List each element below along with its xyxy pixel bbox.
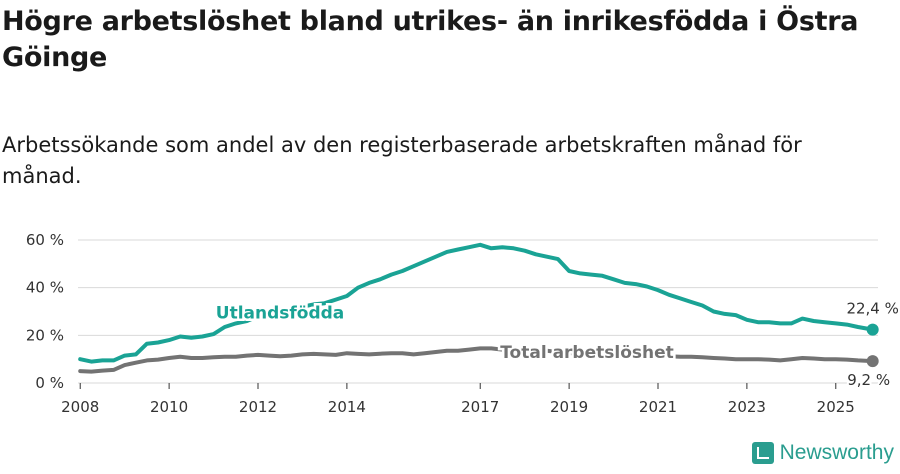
brand-name: Newsworthy: [779, 441, 894, 464]
newsworthy-logo: Newsworthy: [751, 440, 894, 466]
gridlines: [78, 239, 878, 384]
series-end-point-0: [866, 323, 879, 336]
series-line-1: [78, 346, 875, 374]
x-tick-label: 2019: [550, 398, 588, 416]
x-tick-label: 2008: [61, 398, 99, 416]
series-labels: Utlandsfödda Total arbetslöshet 22,4 % 9,2 …: [213, 300, 899, 391]
x-tick-label: 2023: [728, 398, 766, 416]
y-axis-ticks: 0 % 20 % 40 % 60 %: [26, 231, 64, 392]
series-lines: [78, 242, 879, 374]
chart-subtitle: Arbetssökande som andel av den registerb…: [2, 133, 802, 188]
x-tick-label: 2017: [461, 398, 499, 416]
series-line-0: [78, 242, 875, 364]
series-end-point-1: [866, 355, 879, 368]
y-tick-label: 60 %: [26, 231, 64, 249]
y-tick-label: 0 %: [35, 374, 64, 392]
x-tick-label: 2014: [328, 398, 366, 416]
x-tick-label: 2012: [239, 398, 277, 416]
series-name-label-1: Total arbetslöshet: [500, 343, 674, 363]
x-tick-label: 2021: [639, 398, 677, 416]
x-tick-label: 2025: [817, 398, 855, 416]
x-axis-ticks: 2008 2010 2012 2014 2017 2019 2021 2023 2025: [61, 383, 855, 416]
chart-logo-icon: [751, 442, 774, 464]
end-value-label-0: 22,4 %: [846, 300, 898, 318]
x-tick-label: 2010: [150, 398, 188, 416]
end-value-label-1: 9,2 %: [847, 371, 890, 389]
y-tick-label: 40 %: [26, 279, 64, 297]
y-tick-label: 20 %: [26, 326, 64, 344]
series-name-label-0: Utlandsfödda: [216, 304, 345, 324]
chart-title: Högre arbetslöshet bland utrikes- än inr…: [2, 6, 859, 73]
